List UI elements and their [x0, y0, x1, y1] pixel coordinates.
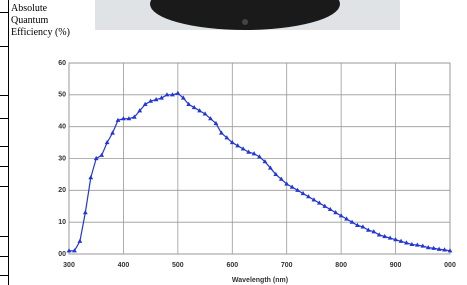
x-tick-label: 700: [281, 262, 293, 269]
x-tick-label: 500: [172, 262, 184, 269]
chart: Wavelength (nm) 00 10 20 30 40 50 60 300 400 500 6…: [0, 0, 467, 285]
x-tick-label: 900: [390, 262, 402, 269]
y-axis-label: Absolute Quantum Efficiency (%): [11, 3, 77, 39]
x-tick-label: 400: [118, 262, 130, 269]
x-tick-label: 300: [63, 262, 75, 269]
page: Wavelength (nm) 00 10 20 30 40 50 60 300 400 500 6…: [0, 0, 467, 285]
y-tick-label: 30: [58, 155, 66, 162]
y-tick-label: 40: [58, 124, 66, 131]
y-tick-label: 20: [58, 187, 66, 194]
y-tick-label: 10: [58, 219, 66, 226]
y-tick-label: 60: [58, 60, 66, 67]
document-rules: [0, 0, 9, 285]
x-axis-label: Wavelength (nm): [232, 277, 288, 284]
x-tick-label: 000: [444, 262, 456, 269]
y-tick-label: 50: [58, 92, 66, 99]
y-tick-label: 00: [58, 251, 66, 258]
x-tick-label: 600: [226, 262, 238, 269]
x-tick-label: 800: [335, 262, 347, 269]
camera-photo: [95, 0, 400, 30]
